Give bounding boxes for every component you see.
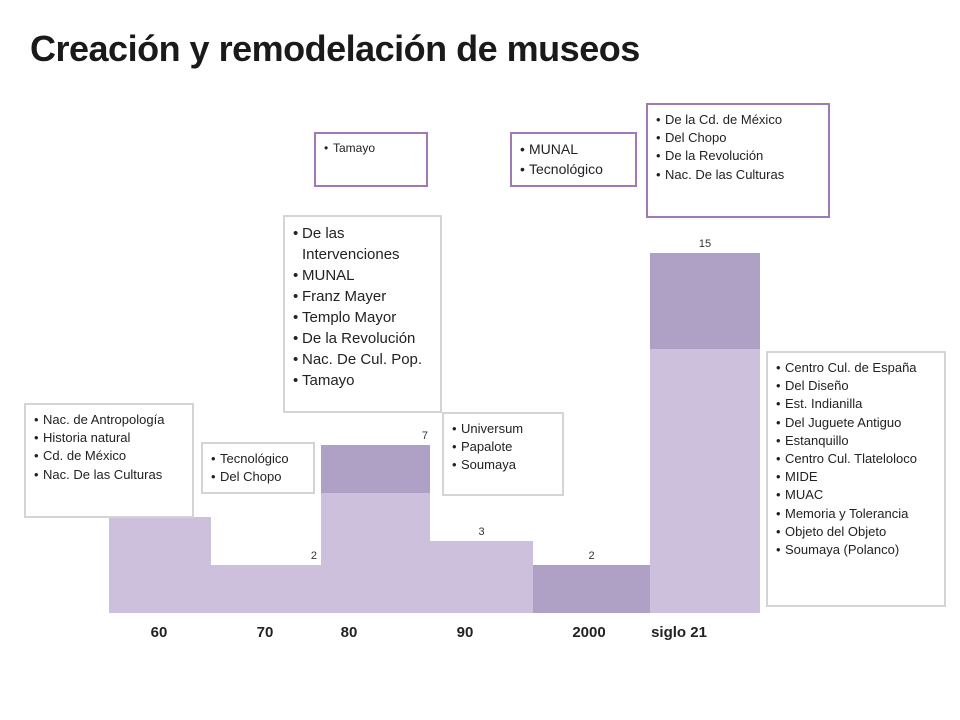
museum-item: Franz Mayer xyxy=(293,286,432,307)
museum-item: MUAC xyxy=(776,486,936,504)
bar-segment xyxy=(109,517,211,613)
museums-siglo21-box: Centro Cul. de EspañaDel DiseñoEst. Indi… xyxy=(766,351,946,607)
museum-item: Est. Indianilla xyxy=(776,395,936,413)
museums-70-box: TecnológicoDel Chopo xyxy=(201,442,315,494)
bar-segment xyxy=(430,541,533,613)
museum-item: Centro Cul. Tlateloloco xyxy=(776,450,936,468)
museum-item: Nac. de Antropología xyxy=(34,411,184,429)
museum-item: Historia natural xyxy=(34,429,184,447)
museum-item: De la Revolución xyxy=(293,328,432,349)
museum-item: Cd. de México xyxy=(34,447,184,465)
museum-list: Tamayo xyxy=(324,140,418,157)
bar-segment xyxy=(321,493,430,613)
x-tick-label: siglo 21 xyxy=(651,624,707,641)
museum-item: Nac. De las Culturas xyxy=(656,166,820,184)
bar-segment xyxy=(650,349,760,613)
remodeled-80-box: Tamayo xyxy=(314,132,428,187)
museum-list: Nac. de AntropologíaHistoria naturalCd. … xyxy=(34,411,184,484)
remodeled-siglo21-box: De la Cd. de MéxicoDel ChopoDe la Revolu… xyxy=(646,103,830,218)
bar-segment xyxy=(650,253,760,349)
museum-item: Del Chopo xyxy=(211,468,305,486)
museum-item: Tecnológico xyxy=(211,450,305,468)
museums-80-box: De las IntervencionesMUNALFranz MayerTem… xyxy=(283,215,442,413)
museum-item: Tecnológico xyxy=(520,160,627,180)
museum-item: Objeto del Objeto xyxy=(776,523,936,541)
museum-list: De la Cd. de MéxicoDel ChopoDe la Revolu… xyxy=(656,111,820,184)
museum-item: De la Cd. de México xyxy=(656,111,820,129)
chart-title: Creación y remodelación de museos xyxy=(30,28,640,69)
museum-item: De la Revolución xyxy=(656,147,820,165)
museum-list: MUNALTecnológico xyxy=(520,140,627,179)
museum-item: Del Juguete Antiguo xyxy=(776,414,936,432)
museum-item: Universum xyxy=(452,420,554,438)
museum-list: De las IntervencionesMUNALFranz MayerTem… xyxy=(293,223,432,391)
museum-item: Papalote xyxy=(452,438,554,456)
x-tick-label: 70 xyxy=(257,624,274,641)
x-tick-label: 60 xyxy=(151,624,168,641)
data-label: 2 xyxy=(588,550,594,562)
museum-item: Nac. De las Culturas xyxy=(34,466,184,484)
museum-item: MUNAL xyxy=(520,140,627,160)
museum-list: Centro Cul. de EspañaDel DiseñoEst. Indi… xyxy=(776,359,936,559)
museum-item: MUNAL xyxy=(293,265,432,286)
museum-item: Soumaya (Polanco) xyxy=(776,541,936,559)
museum-item: Centro Cul. de España xyxy=(776,359,936,377)
museum-list: UniversumPapaloteSoumaya xyxy=(452,420,554,475)
bar-segment xyxy=(533,565,650,613)
x-tick-label: 2000 xyxy=(572,624,605,641)
museum-item: Tamayo xyxy=(324,140,418,157)
museum-item: Templo Mayor xyxy=(293,307,432,328)
bar-segment xyxy=(211,565,321,613)
museum-item: Soumaya xyxy=(452,456,554,474)
data-label: 15 xyxy=(699,238,711,250)
data-label: 3 xyxy=(478,526,484,538)
museum-item: Del Chopo xyxy=(656,129,820,147)
bar-segment xyxy=(321,445,430,493)
museum-list: TecnológicoDel Chopo xyxy=(211,450,305,487)
museum-item: Memoria y Tolerancia xyxy=(776,505,936,523)
x-tick-label: 80 xyxy=(341,624,358,641)
museum-item: De las Intervenciones xyxy=(293,223,432,265)
museum-item: Tamayo xyxy=(293,370,432,391)
remodeled-2000-box: MUNALTecnológico xyxy=(510,132,637,187)
museum-item: MIDE xyxy=(776,468,936,486)
museum-item: Estanquillo xyxy=(776,432,936,450)
museum-item: Nac. De Cul. Pop. xyxy=(293,349,432,370)
museum-item: Del Diseño xyxy=(776,377,936,395)
x-tick-label: 90 xyxy=(457,624,474,641)
data-label: 7 xyxy=(422,430,428,442)
museums-90-box: UniversumPapaloteSoumaya xyxy=(442,412,564,496)
data-label: 2 xyxy=(311,550,317,562)
museums-60-box: Nac. de AntropologíaHistoria naturalCd. … xyxy=(24,403,194,518)
